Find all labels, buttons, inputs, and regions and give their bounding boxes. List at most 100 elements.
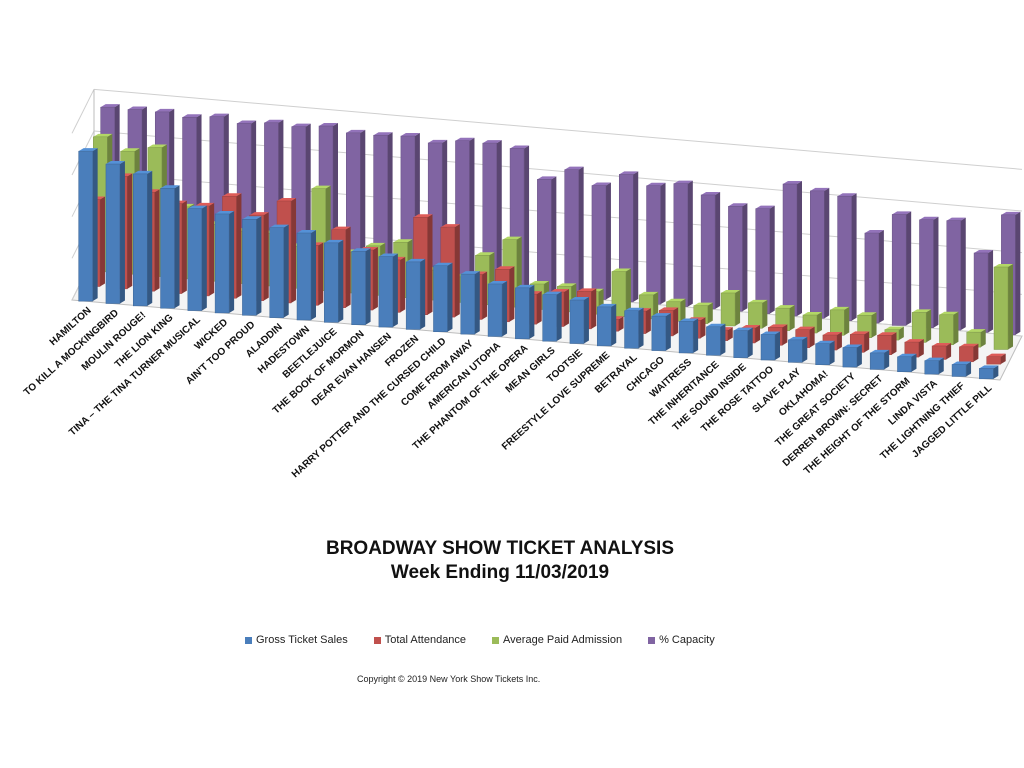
bar-side bbox=[660, 182, 666, 305]
bar bbox=[624, 307, 644, 349]
category-label: FREESTYLE LOVE SUPREME bbox=[500, 350, 612, 453]
bar-side bbox=[673, 307, 679, 336]
bar-top bbox=[182, 114, 202, 118]
bar-front bbox=[931, 345, 947, 360]
bar-side bbox=[953, 311, 959, 345]
bar-top bbox=[912, 309, 932, 313]
bar-side bbox=[946, 342, 952, 360]
bar-side bbox=[727, 327, 733, 341]
bar-top bbox=[475, 252, 495, 256]
bar bbox=[830, 306, 850, 336]
bar-top bbox=[974, 249, 994, 253]
bar bbox=[564, 166, 584, 298]
bar bbox=[591, 182, 611, 300]
bar-top bbox=[147, 144, 167, 148]
bar bbox=[487, 280, 508, 337]
bar-side bbox=[864, 331, 870, 353]
bar bbox=[951, 361, 972, 377]
bar-side bbox=[918, 339, 924, 358]
bar-side bbox=[447, 262, 453, 332]
bar-top bbox=[105, 161, 125, 165]
bar-top bbox=[842, 344, 862, 348]
bar-top bbox=[830, 306, 850, 310]
bar-side bbox=[906, 211, 912, 326]
bar-front bbox=[700, 194, 716, 310]
bar-side bbox=[482, 271, 488, 320]
bar-front bbox=[706, 326, 721, 356]
bar-top bbox=[537, 176, 557, 180]
bar bbox=[728, 203, 748, 312]
bar-top bbox=[311, 185, 331, 189]
bar-top bbox=[775, 305, 795, 309]
bar-side bbox=[318, 242, 324, 306]
bar-top bbox=[822, 332, 842, 336]
bar-front bbox=[324, 242, 339, 323]
bar-top bbox=[569, 297, 589, 301]
bar-top bbox=[127, 106, 147, 110]
legend-swatch bbox=[245, 636, 252, 644]
bar-top bbox=[133, 170, 153, 174]
bar-side bbox=[618, 316, 624, 332]
bar-side bbox=[496, 140, 502, 291]
bar bbox=[646, 182, 666, 305]
bar bbox=[455, 137, 475, 289]
bar-front bbox=[720, 292, 736, 327]
bar-side bbox=[311, 230, 316, 320]
bar-side bbox=[789, 305, 795, 331]
bar-front bbox=[993, 266, 1009, 350]
bar-side bbox=[809, 326, 815, 348]
bar-front bbox=[542, 294, 557, 342]
bar-side bbox=[236, 193, 242, 299]
bar-top bbox=[795, 326, 815, 330]
bar bbox=[569, 297, 589, 344]
bar-top bbox=[530, 280, 550, 284]
bar bbox=[132, 170, 153, 307]
bar-top bbox=[919, 216, 939, 220]
bar-side bbox=[154, 189, 160, 292]
bar-side bbox=[645, 308, 651, 334]
bar bbox=[706, 323, 726, 356]
bar-top bbox=[939, 311, 959, 315]
bar-top bbox=[577, 288, 597, 292]
bar-front bbox=[187, 208, 203, 311]
legend-label: Gross Ticket Sales bbox=[256, 634, 348, 646]
bar-top bbox=[768, 324, 788, 328]
bar-top bbox=[857, 312, 877, 316]
bar-front bbox=[748, 302, 763, 329]
bar bbox=[324, 239, 344, 323]
bar-top bbox=[864, 230, 884, 234]
bar bbox=[700, 191, 721, 310]
bar bbox=[946, 217, 966, 331]
bar bbox=[537, 176, 557, 296]
bar-top bbox=[482, 140, 502, 144]
category-label: HADESTOWN bbox=[256, 324, 312, 376]
bar-top bbox=[986, 353, 1006, 357]
bar-top bbox=[455, 137, 475, 141]
bar bbox=[931, 342, 952, 360]
bar bbox=[160, 185, 180, 309]
bar-side bbox=[755, 324, 761, 343]
bar bbox=[296, 230, 316, 321]
legend-item: Gross Ticket Sales bbox=[245, 634, 348, 646]
bar-side bbox=[563, 289, 569, 327]
bar-top bbox=[959, 343, 979, 347]
bar bbox=[924, 357, 944, 375]
bar-front bbox=[673, 183, 689, 307]
legend-swatch bbox=[648, 636, 656, 644]
bar-top bbox=[564, 166, 584, 170]
bar-front bbox=[678, 321, 694, 354]
bar-front bbox=[959, 346, 974, 363]
bar-side bbox=[762, 299, 768, 329]
bar-top bbox=[619, 171, 639, 175]
bar-side bbox=[938, 357, 944, 375]
bar bbox=[378, 253, 398, 328]
bar bbox=[959, 343, 979, 363]
bar-side bbox=[898, 326, 904, 341]
bar-top bbox=[870, 349, 890, 353]
bar-side bbox=[427, 214, 433, 315]
bar bbox=[810, 187, 830, 319]
bar-front bbox=[979, 368, 994, 380]
bar-top bbox=[297, 230, 316, 233]
bar-top bbox=[277, 197, 297, 201]
bar-front bbox=[569, 299, 585, 344]
